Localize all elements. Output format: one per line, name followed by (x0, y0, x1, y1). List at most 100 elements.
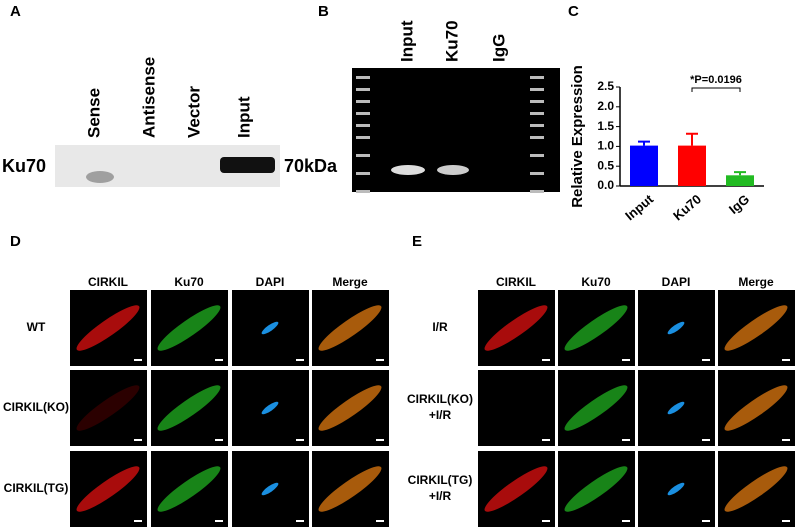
scale-bar (376, 520, 384, 522)
significance-bracket (691, 87, 741, 92)
scale-bar (782, 439, 790, 441)
scale-bar (215, 439, 223, 441)
scale-bar (622, 520, 630, 522)
lane-label: Ku70 (442, 20, 461, 62)
cell (157, 466, 221, 512)
lane-label: Antisense (139, 57, 158, 138)
ladder (530, 136, 544, 139)
error-bar (686, 132, 698, 146)
panel-label: B (318, 3, 329, 20)
cell (724, 305, 788, 351)
bar (726, 175, 754, 186)
ladder (356, 154, 370, 157)
ladder (356, 88, 370, 91)
bar (678, 145, 706, 186)
ladder (530, 172, 544, 175)
scale-bar (215, 520, 223, 522)
ladder (530, 76, 544, 79)
y-tick-label: 1.5 (597, 119, 614, 133)
panel-label: D (10, 233, 21, 250)
scale-bar (376, 439, 384, 441)
scale-bar (702, 520, 710, 522)
row-label: CIRKIL(TG) (4, 481, 69, 495)
row-label: I/R (432, 320, 448, 334)
cell (564, 385, 628, 431)
lane-label: IgG (489, 34, 508, 62)
scale-bar (622, 439, 630, 441)
column-header: Merge (332, 275, 368, 289)
gel-band (437, 165, 469, 175)
ladder (356, 76, 370, 79)
cell (261, 401, 279, 415)
x-tick-label: Input (622, 191, 656, 223)
scale-bar (782, 359, 790, 361)
ladder (356, 112, 370, 115)
y-tick-label: 0.5 (597, 158, 614, 172)
row-label: CIRKIL(KO) (3, 400, 69, 414)
x-tick-label: Ku70 (670, 191, 704, 223)
panel-label: A (10, 3, 21, 20)
ladder (530, 100, 544, 103)
scale-bar (622, 359, 630, 361)
column-header: DAPI (256, 275, 285, 289)
scale-bar (134, 520, 142, 522)
y-tick-label: 1.0 (597, 139, 614, 153)
lane-label: Sense (84, 88, 103, 138)
row-label: WT (27, 320, 46, 334)
ladder (356, 190, 370, 193)
cell (318, 466, 382, 512)
panel-label: E (412, 233, 422, 250)
error-bar (734, 171, 746, 176)
cell (667, 321, 685, 335)
ladder (356, 136, 370, 139)
ladder (356, 124, 370, 127)
cell (261, 321, 279, 335)
y-tick-label: 2.5 (597, 79, 614, 93)
row-label: +I/R (429, 408, 452, 422)
column-header: Ku70 (174, 275, 204, 289)
scale-bar (296, 520, 304, 522)
lane-label: Input (397, 20, 416, 62)
lane-label: Input (234, 96, 253, 138)
scale-bar (702, 359, 710, 361)
column-header: Ku70 (581, 275, 611, 289)
ladder (356, 100, 370, 103)
scale-bar (134, 439, 142, 441)
column-header: CIRKIL (496, 275, 536, 289)
bar (630, 145, 658, 186)
cell (724, 466, 788, 512)
cell (76, 466, 140, 512)
ladder (530, 154, 544, 157)
scale-bar (376, 359, 384, 361)
row-label: CIRKIL(KO) (407, 392, 473, 406)
scale-bar (542, 359, 550, 361)
protein-label: Ku70 (2, 156, 46, 176)
ladder (530, 190, 544, 193)
cell (157, 305, 221, 351)
cell (667, 482, 685, 496)
cell (261, 482, 279, 496)
y-tick-label: 0.0 (597, 178, 614, 192)
lane-label: Vector (184, 86, 203, 138)
cell (564, 466, 628, 512)
column-header: Merge (738, 275, 774, 289)
scale-bar (215, 359, 223, 361)
ladder (530, 88, 544, 91)
cell (76, 305, 140, 351)
cell (318, 305, 382, 351)
scale-bar (542, 439, 550, 441)
column-header: DAPI (662, 275, 691, 289)
micrograph (478, 370, 555, 446)
blot-smear (86, 171, 114, 183)
gel-band (391, 165, 425, 175)
x-tick-label: IgG (726, 191, 752, 216)
panel-label: C (568, 3, 579, 20)
ladder (530, 112, 544, 115)
cell (724, 385, 788, 431)
cell (157, 385, 221, 431)
cell (667, 401, 685, 415)
scale-bar (702, 439, 710, 441)
scale-bar (296, 359, 304, 361)
error-bar (638, 140, 650, 146)
